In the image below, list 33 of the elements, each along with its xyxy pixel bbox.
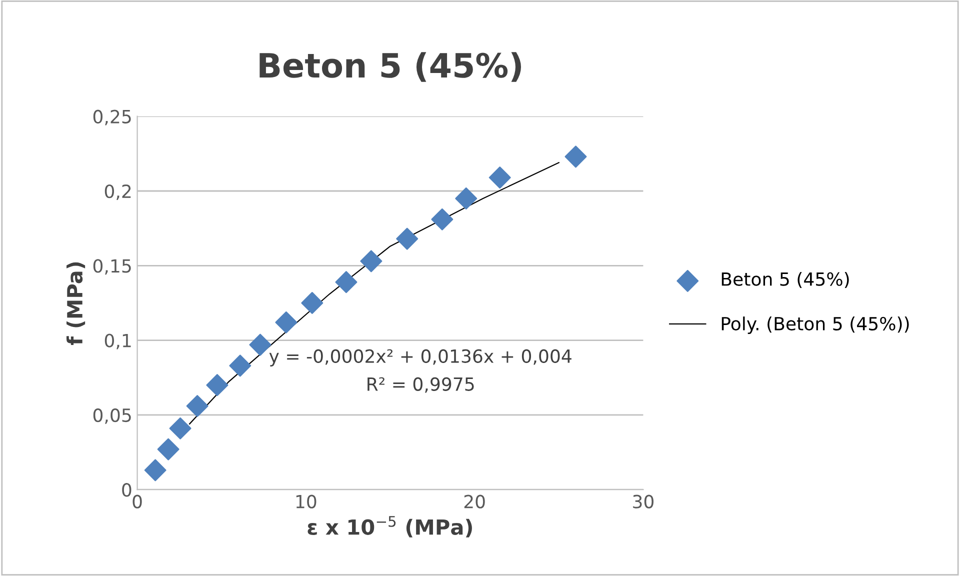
point [186, 395, 208, 417]
point [564, 146, 587, 168]
point [396, 228, 418, 250]
legend-label: Beton 5 (45%) [722, 272, 849, 288]
annotation: y = -0,0002x² + 0,0136x + 0,004 [269, 349, 572, 366]
point [275, 311, 298, 334]
x-tick-label: 20 [464, 494, 485, 508]
point [206, 374, 228, 396]
point [431, 208, 454, 230]
chart-title: Beton 5 (45%) [260, 52, 521, 82]
y-tick-label: 0,2 [104, 184, 131, 200]
point [229, 354, 252, 377]
legend-label: Poly. (Beton 5 (45%)) [722, 316, 909, 334]
y-tick-label: 0,25 [93, 110, 131, 126]
y-tick-label: 0,1 [104, 334, 131, 350]
point [169, 417, 192, 440]
annotation: R² = 0,9975 [368, 377, 474, 393]
point [335, 271, 358, 294]
point [157, 438, 180, 460]
y-axis-title: f (MPa) [66, 262, 86, 346]
y-tick-label: 0,05 [93, 408, 131, 424]
x-tick-label: 10 [296, 494, 316, 508]
y-tick-label: 0 [122, 483, 132, 497]
x-axis-title: ε x 10$^{−5}$ (MPa) [308, 516, 472, 538]
point [249, 334, 272, 356]
point [301, 292, 324, 314]
point [360, 250, 382, 272]
x-tick-label: 0 [132, 494, 142, 508]
x-tick-label: 30 [633, 494, 654, 508]
point [455, 187, 478, 210]
y-tick-label: 0,15 [93, 259, 131, 275]
point [144, 459, 166, 482]
point [488, 166, 511, 189]
